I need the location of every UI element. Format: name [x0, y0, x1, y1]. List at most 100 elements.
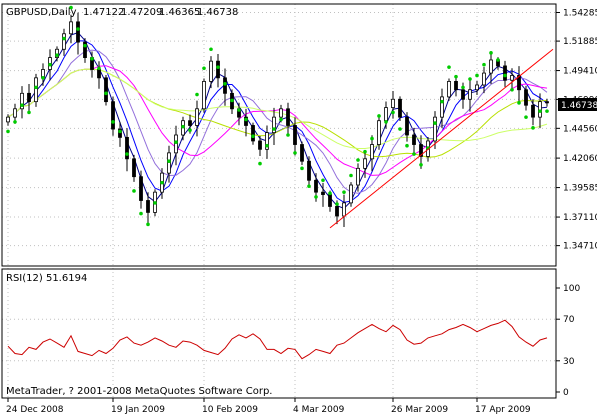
ohlc-open: 1.47122: [83, 7, 124, 18]
sar-dot: [503, 73, 507, 78]
sar-dot: [146, 222, 150, 227]
moving-average-line: [7, 49, 548, 194]
current-price-marker: [558, 98, 597, 111]
sar-dot: [209, 47, 213, 52]
candle-body: [111, 101, 115, 130]
copyright-text: MetaTrader, ? 2001-2008 MetaQuotes Softw…: [6, 386, 272, 397]
rsi-tick-label: 0: [563, 388, 569, 398]
sar-dot: [195, 92, 199, 97]
candle-body: [405, 116, 409, 136]
price-tick-label: 1.39585: [563, 184, 597, 194]
sar-dot: [419, 162, 423, 167]
price-axis: 1.542851.518851.494101.469901.445601.420…: [556, 9, 597, 252]
rsi-axis: 100 70 30 0: [556, 284, 580, 398]
sar-dot: [230, 98, 234, 103]
candle-body: [398, 98, 402, 118]
candle-body: [342, 202, 346, 217]
sar-dot: [489, 51, 493, 55]
rsi-polyline: [7, 319, 548, 360]
candle-body: [216, 60, 220, 79]
price-tick-label: 1.54285: [563, 9, 597, 19]
sar-dot: [321, 178, 325, 183]
candle-body: [293, 125, 297, 145]
candle-body: [503, 65, 507, 81]
sar-dot: [55, 53, 59, 58]
candle-body: [377, 120, 381, 145]
candle-body: [524, 89, 528, 106]
sar-dot: [167, 159, 171, 163]
sar-dot: [62, 36, 66, 41]
candle-body: [76, 21, 80, 43]
sar-dot: [97, 66, 101, 71]
date-tick-label: 17 Apr 2009: [475, 405, 531, 415]
sar-dot: [342, 190, 346, 194]
parabolic-sar: [6, 5, 549, 227]
candle-body: [6, 116, 10, 123]
candle-body: [209, 60, 213, 82]
sar-dot: [69, 5, 73, 10]
candle-body: [335, 206, 339, 217]
candle-body: [314, 179, 318, 193]
rsi-tick-label: 30: [563, 357, 575, 367]
sar-dot: [265, 143, 269, 148]
sar-dot: [27, 110, 31, 115]
candle-body: [125, 136, 129, 160]
moving-average-line: [7, 65, 548, 176]
sar-dot: [118, 129, 122, 134]
sar-dot: [349, 173, 353, 178]
candle-body: [27, 92, 31, 103]
sar-dot: [181, 124, 185, 129]
sar-dot: [475, 73, 479, 78]
candle-body: [139, 176, 143, 201]
candle-body: [384, 107, 388, 122]
price-panel-frame: [1, 3, 557, 267]
sar-dot: [237, 108, 241, 112]
sar-dot: [314, 195, 318, 199]
candles: [6, 12, 549, 227]
sar-dot: [370, 136, 374, 141]
candle-body: [356, 167, 360, 186]
sar-dot: [160, 180, 164, 185]
sar-dot: [34, 85, 38, 90]
sar-dot: [286, 133, 290, 137]
sar-dot: [41, 76, 45, 80]
sar-dot: [104, 91, 108, 96]
trendline[interactable]: [329, 48, 554, 229]
candle-body: [475, 84, 479, 91]
candle-body: [510, 75, 514, 81]
chart-frames: [1, 3, 557, 399]
sar-dot: [391, 110, 395, 115]
sar-dot: [258, 161, 262, 166]
candle-body: [419, 144, 423, 157]
price-tick-label: 1.51885: [563, 37, 597, 47]
moving-average-line: [7, 40, 548, 203]
sar-dot: [300, 166, 304, 171]
candle-body: [258, 140, 262, 150]
sar-dot: [76, 27, 80, 31]
sar-dot: [440, 99, 444, 104]
sar-dot: [328, 191, 332, 196]
sar-dot: [223, 81, 227, 86]
sar-dot: [153, 201, 157, 205]
candle-body: [34, 77, 38, 103]
price-tick-label: 1.37110: [563, 213, 597, 223]
candle-body: [517, 75, 521, 91]
sar-dot: [447, 65, 451, 69]
sar-dot: [377, 114, 381, 118]
candle-body: [391, 98, 395, 109]
price-tick-label: 1.34710: [563, 242, 597, 252]
candle-body: [272, 116, 276, 134]
date-tick-label: 10 Feb 2009: [202, 405, 258, 415]
sar-dot: [510, 87, 514, 92]
sar-dot: [90, 56, 94, 61]
candle-body: [468, 89, 472, 100]
sar-dot: [412, 152, 416, 156]
candle-body: [279, 108, 283, 118]
sar-dot: [496, 58, 500, 62]
sar-dot: [461, 85, 465, 90]
candle-body: [412, 134, 416, 145]
rsi-tick-label: 70: [563, 315, 575, 325]
sar-dot: [251, 134, 255, 138]
moving-average-line: [7, 68, 548, 149]
